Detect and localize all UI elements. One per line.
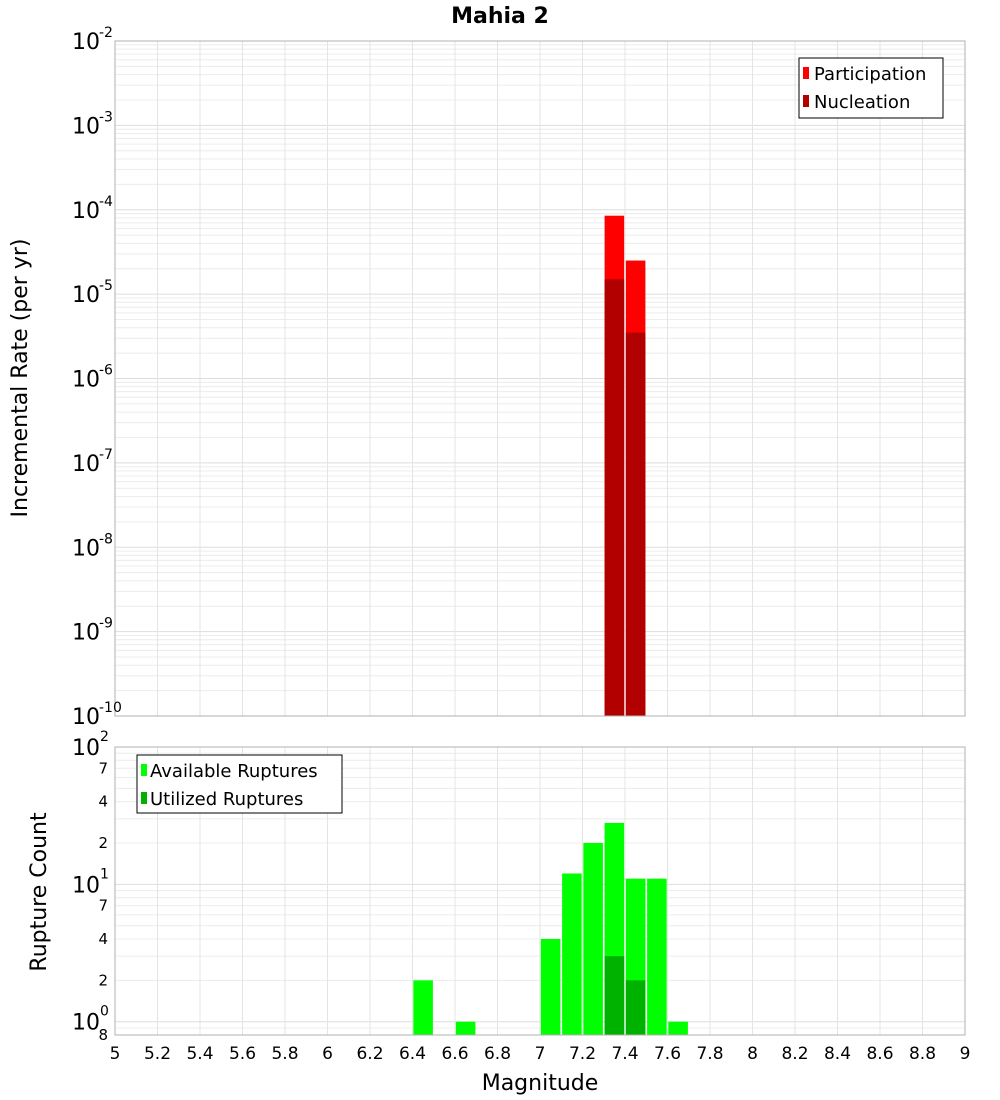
bottom-y-tick-exponent: 1 [100, 866, 109, 882]
top-bars [604, 215, 646, 717]
x-tick-label: 7 [535, 1044, 546, 1064]
top-y-tick-exponent: -5 [99, 278, 113, 294]
bottom-y-minor-tick-label: 4 [98, 930, 108, 948]
top-y-tick-exponent: -9 [99, 616, 113, 632]
x-tick-label: 5.8 [271, 1044, 298, 1064]
x-tick-label: 6.6 [441, 1044, 468, 1064]
x-tick-label: 8.8 [909, 1044, 936, 1064]
top-legend-box [798, 57, 944, 119]
x-tick-label: 6.4 [399, 1044, 426, 1064]
top-y-tick-label: 10 [72, 114, 100, 139]
bottom-y-minor-tick-label: 2 [98, 971, 108, 989]
legend-swatch-nucleation [803, 95, 809, 107]
top-y-tick-label: 10 [72, 705, 100, 730]
bar-available-ruptures-7.55 [647, 878, 667, 1035]
legend-label-nucleation: Nucleation [814, 92, 910, 113]
bar-available-ruptures-6.45 [413, 980, 433, 1035]
x-tick-label: 7.8 [696, 1044, 723, 1064]
x-tick-label: 5.6 [229, 1044, 256, 1064]
top-plot-frame [114, 40, 966, 717]
bottom-y-minor-tick-label: 4 [98, 793, 108, 811]
bottom-y-tick-label: 10 [72, 736, 100, 761]
bottom-y-axis-label: Rupture Count [27, 812, 52, 972]
bottom-y-minor-tick-label: 8 [98, 1026, 108, 1044]
bar-available-ruptures-7.65 [668, 1021, 688, 1035]
x-tick-label: 8.4 [824, 1044, 851, 1064]
bar-available-ruptures-7.05 [540, 939, 561, 1035]
x-tick-label: 7.2 [569, 1044, 596, 1064]
top-y-tick-exponent: -6 [99, 363, 113, 379]
x-tick-label: 8.6 [866, 1044, 893, 1064]
top-gridlines [114, 41, 966, 717]
top-y-tick-exponent: -7 [99, 447, 113, 463]
bar-utilized-ruptures-7.35 [604, 956, 625, 1035]
bottom-legend-box [136, 754, 343, 814]
top-y-tick-label: 10 [72, 199, 100, 224]
top-y-tick-exponent: -3 [99, 109, 113, 125]
chart-title: Mahia 2 [451, 4, 549, 29]
x-tick-label: 5.4 [186, 1044, 213, 1064]
x-tick-label: 6.2 [356, 1044, 383, 1064]
bar-nucleation-7.45 [625, 332, 646, 716]
x-tick-label: 7.4 [611, 1044, 638, 1064]
bar-available-ruptures-6.65 [455, 1021, 476, 1035]
bottom-y-minor-tick-label: 2 [98, 834, 108, 852]
top-y-tick-labels: 10-210-310-410-510-610-710-810-910-10 [72, 25, 122, 730]
top-y-tick-exponent: -2 [99, 25, 113, 41]
legend-swatch-utilized-ruptures [141, 792, 147, 804]
top-y-tick-exponent: -4 [99, 194, 113, 210]
x-tick-label: 6.8 [484, 1044, 511, 1064]
x-tick-label: 5 [110, 1044, 121, 1064]
bar-available-ruptures-7.25 [583, 843, 603, 1035]
bottom-y-tick-exponent: 0 [100, 1004, 109, 1020]
x-tick-label: 5.2 [144, 1044, 171, 1064]
top-y-tick-exponent: -8 [99, 531, 113, 547]
x-tick-label: 8.2 [781, 1044, 808, 1064]
legend-label-available-ruptures: Available Ruptures [150, 761, 318, 782]
x-axis-label: Magnitude [482, 1071, 599, 1096]
top-y-tick-label: 10 [72, 283, 100, 308]
legend-label-participation: Participation [814, 64, 926, 85]
top-y-axis-label: Incremental Rate (per yr) [8, 239, 33, 518]
bottom-plot-frame [114, 746, 966, 1036]
x-tick-label: 9 [960, 1044, 971, 1064]
top-y-tick-exponent: -10 [99, 700, 122, 716]
top-panel: 10-210-310-410-510-610-710-810-910-10 In… [8, 25, 966, 730]
legend-label-utilized-ruptures: Utilized Ruptures [150, 789, 303, 810]
bar-available-ruptures-7.15 [562, 873, 582, 1035]
top-y-tick-label: 10 [72, 536, 100, 561]
top-y-tick-label: 10 [72, 452, 100, 477]
top-legend: Participation Nucleation [798, 57, 944, 119]
bottom-y-tick-label: 10 [72, 873, 100, 898]
x-tick-labels: 5 5.2 5.4 5.6 5.8 6 6.2 6.4 6.6 6.8 7 7.2 7.4 7.6 7.8 8… [110, 1044, 971, 1064]
top-y-tick-label: 10 [72, 621, 100, 646]
bottom-legend: Available Ruptures Utilized Ruptures [136, 754, 343, 814]
top-y-tick-label: 10 [72, 368, 100, 393]
bar-utilized-ruptures-7.45 [625, 980, 646, 1035]
bottom-bars [413, 822, 688, 1035]
top-y-tick-label: 10 [72, 30, 100, 55]
bottom-y-tick-exponent: 2 [100, 729, 109, 745]
x-tick-label: 8 [747, 1044, 758, 1064]
bottom-y-tick-label: 10 [72, 1011, 100, 1036]
x-tick-label: 7.6 [654, 1044, 681, 1064]
bottom-y-minor-tick-label: 7 [98, 759, 108, 777]
bar-nucleation-7.35 [604, 279, 625, 716]
legend-swatch-participation [803, 67, 809, 79]
legend-swatch-available-ruptures [141, 764, 147, 776]
bottom-y-minor-tick-label: 7 [98, 897, 108, 915]
x-tick-label: 6 [322, 1044, 333, 1064]
